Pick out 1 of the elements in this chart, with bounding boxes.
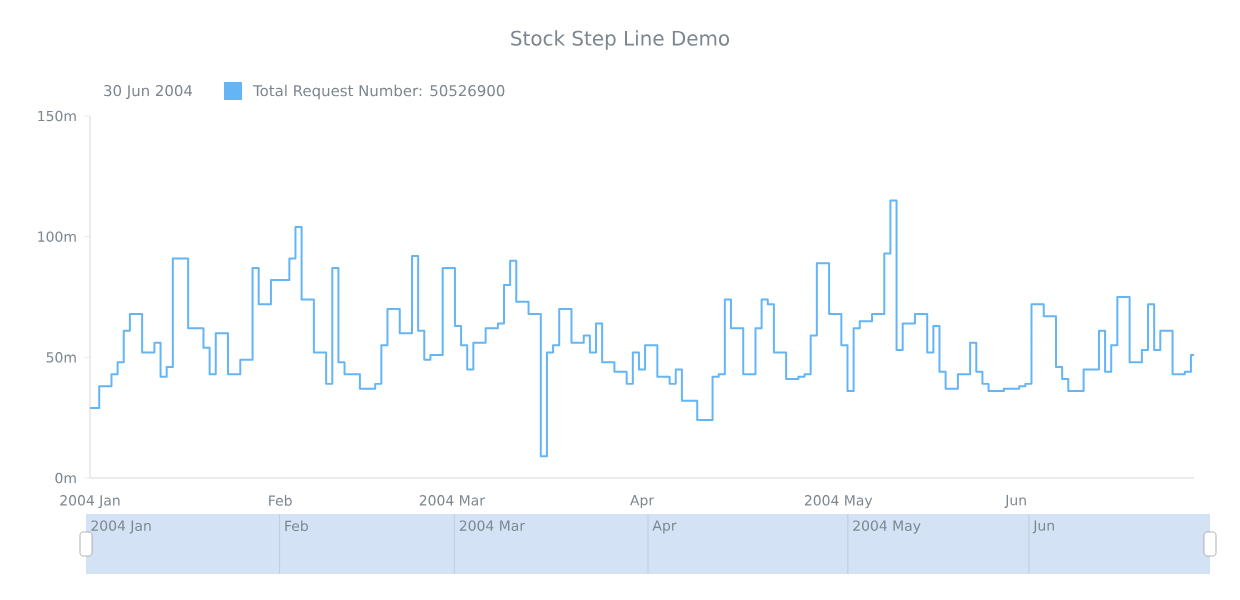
chart-title: Stock Step Line Demo [511, 30, 730, 50]
